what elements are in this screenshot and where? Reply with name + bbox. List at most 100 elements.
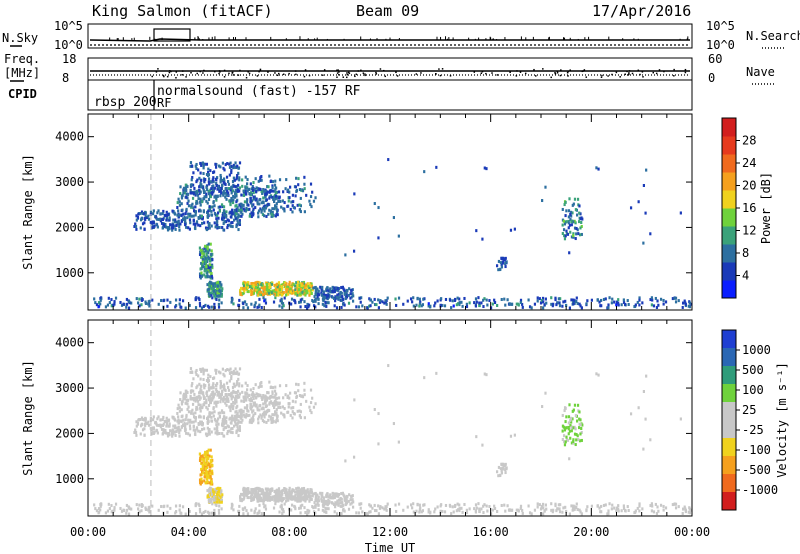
power-cell — [192, 218, 195, 222]
power-cell — [485, 298, 488, 302]
velocity-cell — [243, 506, 247, 510]
power-cell — [195, 200, 199, 204]
velocity-cell — [188, 419, 192, 423]
velocity-cell — [298, 409, 301, 413]
velocity-cell — [336, 499, 339, 503]
velocity-cell — [99, 504, 102, 508]
power-cell — [113, 300, 116, 304]
power-cell — [349, 292, 352, 296]
velocity-cell — [598, 506, 601, 510]
power-cell — [194, 213, 197, 217]
freq-left-tick-bottom: 8 — [62, 71, 69, 85]
power-cell — [550, 302, 553, 306]
power-cell — [152, 209, 155, 213]
velocity-cell — [174, 424, 177, 428]
power-cell — [562, 219, 565, 223]
freq-dot — [383, 69, 385, 72]
freq-dot — [420, 72, 422, 74]
velocity-cell — [266, 391, 269, 395]
velocity-cell — [261, 397, 264, 401]
velocity-cell — [265, 420, 268, 424]
power-cell — [242, 306, 245, 310]
velocity-cell — [201, 466, 204, 470]
velocity-cell — [340, 497, 343, 501]
power-cell — [234, 161, 237, 165]
colorbar-swatch — [722, 280, 736, 299]
power-cell — [212, 170, 215, 174]
power-cell — [242, 284, 246, 288]
velocity-cell — [274, 502, 277, 506]
velocity-cell — [290, 503, 294, 507]
velocity-cell — [225, 399, 228, 403]
power-cell — [171, 228, 174, 232]
velocity-cell — [329, 493, 332, 497]
velocity-cell — [326, 492, 329, 496]
power-cell — [107, 296, 110, 300]
power-cell — [232, 194, 235, 198]
velocity-cell — [577, 438, 580, 442]
velocity-cell — [161, 418, 164, 422]
velocity-cell — [273, 406, 276, 410]
velocity-cell — [201, 392, 205, 396]
velocity-cell — [166, 432, 169, 436]
velocity-cell — [292, 412, 295, 416]
power-cell — [217, 185, 220, 189]
velocity-cell — [503, 503, 506, 507]
velocity-cell — [277, 405, 280, 409]
power-cell — [271, 180, 275, 184]
velocity-cell — [539, 507, 543, 511]
power-cell — [394, 297, 397, 301]
velocity-cell — [259, 413, 262, 417]
velocity-cell — [267, 494, 270, 498]
power-cell — [690, 302, 693, 306]
power-cell — [210, 249, 213, 253]
velocity-cell — [250, 399, 254, 403]
velocity-cell — [202, 369, 205, 373]
velocity-cell — [251, 487, 254, 491]
velocity-cell — [509, 434, 513, 438]
colorbar-tick-label: 12 — [742, 224, 756, 238]
power-cell — [248, 207, 251, 211]
velocity-cell — [207, 471, 210, 475]
power-cell — [305, 291, 308, 295]
power-cell — [311, 299, 314, 303]
power-cell — [177, 215, 180, 219]
velocity-cell — [579, 418, 582, 422]
velocity-cell — [260, 512, 263, 516]
power-cell — [238, 203, 241, 207]
velocity-cell — [440, 503, 443, 507]
power-cell — [188, 218, 192, 222]
power-cell — [556, 301, 559, 305]
power-cell — [638, 303, 641, 307]
velocity-cell — [311, 505, 314, 509]
power-cell — [233, 218, 236, 222]
velocity-cell — [530, 512, 533, 516]
velocity-cell — [207, 457, 210, 461]
velocity-cell — [649, 504, 652, 508]
velocity-cell — [309, 489, 312, 493]
velocity-cell — [493, 504, 496, 508]
velocity-cell — [250, 488, 253, 492]
colorbar-swatch — [722, 474, 736, 493]
power-cell — [195, 162, 198, 166]
power-cell — [238, 221, 241, 225]
power-cell — [662, 298, 665, 302]
power-cell — [210, 252, 213, 256]
velocity-cell — [266, 498, 269, 502]
power-cell — [189, 221, 192, 225]
freq-dot — [247, 71, 249, 73]
velocity-cell — [573, 432, 577, 436]
power-cell — [351, 299, 355, 303]
velocity-cell — [199, 430, 202, 434]
power-cell — [261, 191, 264, 195]
velocity-cell — [210, 415, 213, 419]
velocity-cell — [171, 434, 174, 438]
power-cell — [208, 263, 211, 267]
velocity-cell — [550, 502, 553, 506]
velocity-cell — [277, 396, 281, 400]
power-cell — [229, 199, 232, 203]
velocity-cell — [579, 423, 582, 427]
power-cell — [600, 298, 603, 302]
power-cell — [288, 190, 291, 194]
velocity-cell — [572, 438, 575, 442]
